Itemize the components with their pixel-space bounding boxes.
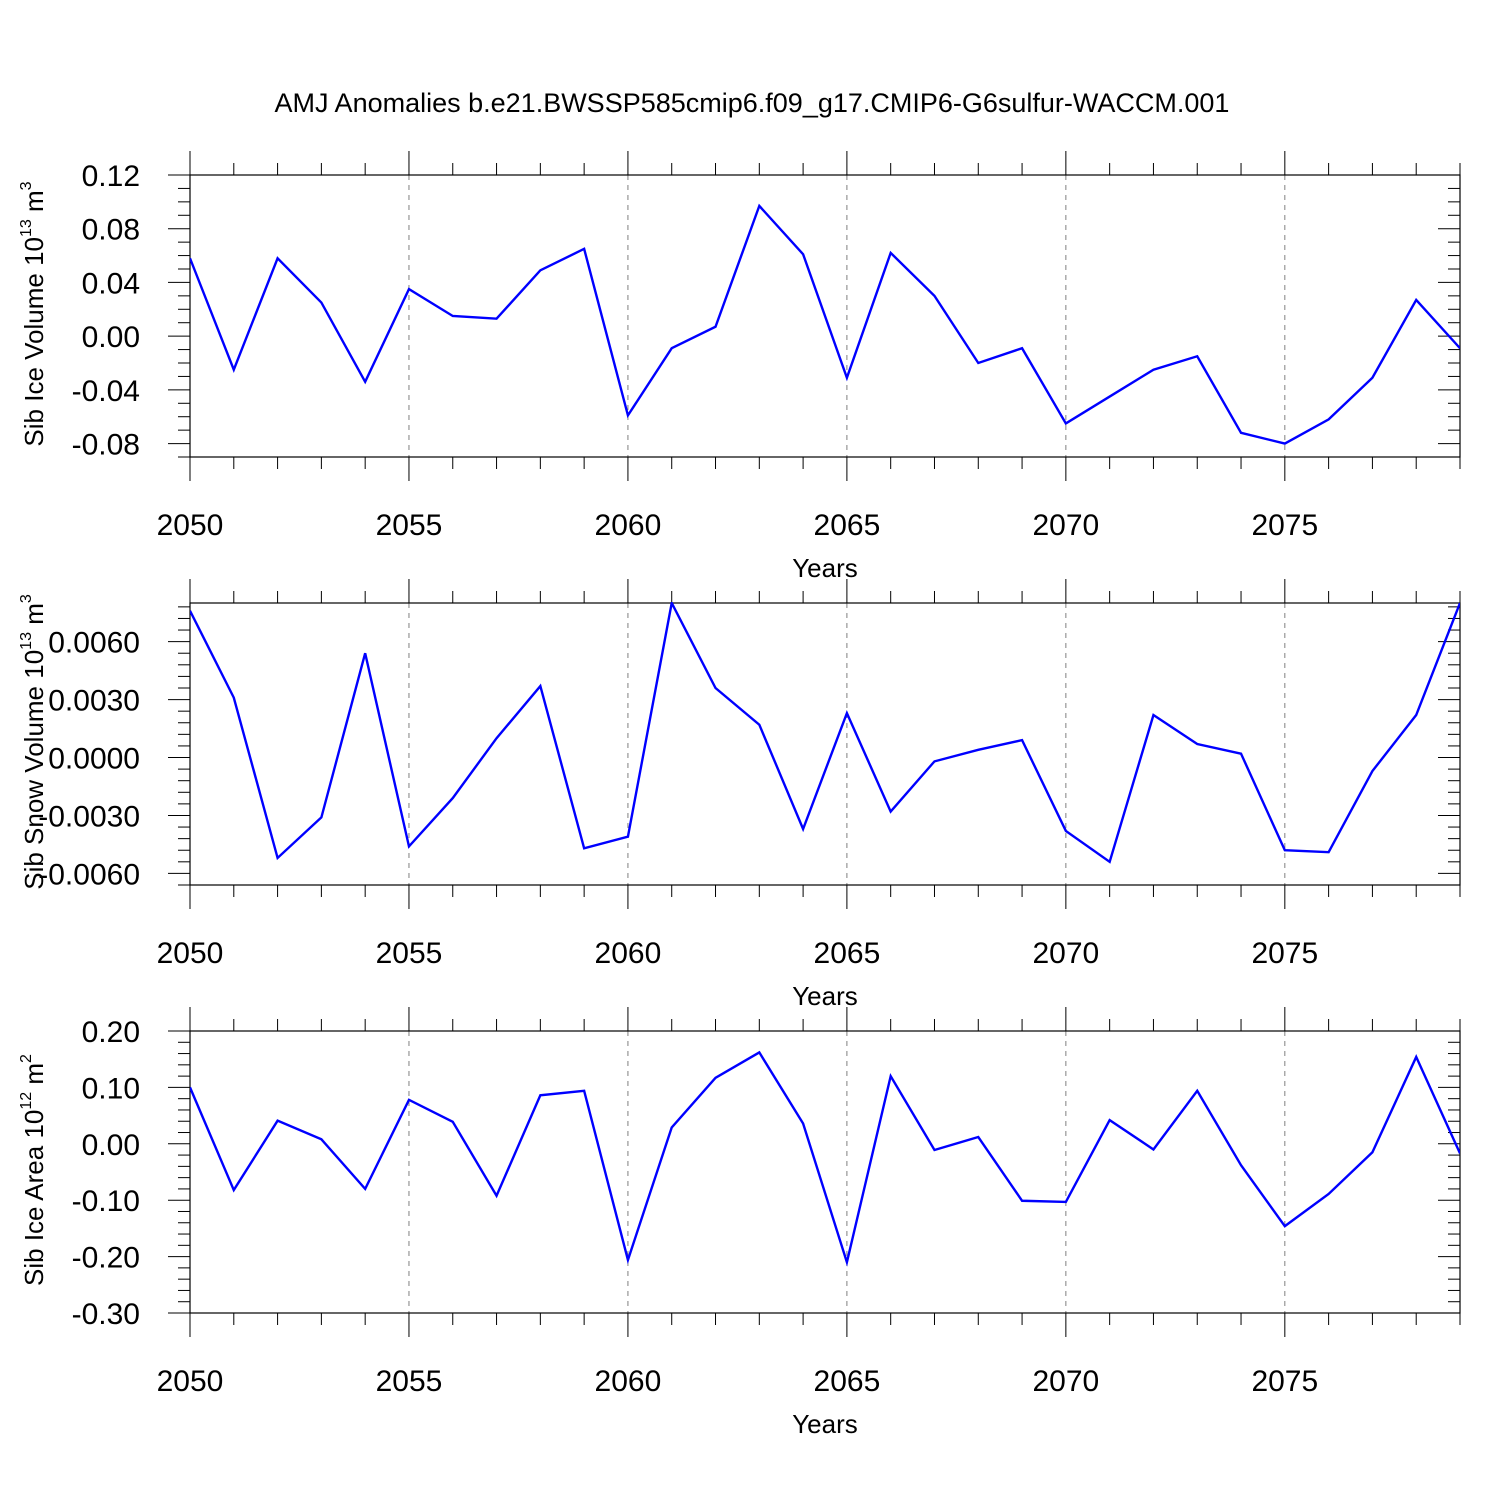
plot-frame: [189, 602, 1461, 886]
y-tick-label: 0.20: [82, 1016, 140, 1049]
figure-title: AMJ Anomalies b.e21.BWSSP585cmip6.f09_g1…: [275, 88, 1230, 118]
y-tick-label: 0.12: [82, 160, 140, 193]
y-tick-label: -0.20: [72, 1242, 140, 1275]
x-tick-label: 2065: [814, 937, 881, 970]
series-line: [190, 203, 1460, 445]
y-axis-title: Sib Snow Volume 1013 m3: [18, 594, 49, 890]
x-tick-label: 2070: [1032, 509, 1099, 542]
y-tick-label: 0.04: [82, 267, 140, 300]
series-line: [190, 602, 1460, 864]
x-tick-label: 2065: [814, 1365, 881, 1398]
y-tick-label: -0.08: [72, 429, 140, 462]
x-tick-label: 2060: [595, 937, 662, 970]
x-tick-label: 2070: [1032, 1365, 1099, 1398]
x-tick-label: 2050: [157, 1365, 224, 1398]
y-axis-title: Sib Ice Area 1012 m2: [18, 1054, 49, 1286]
x-tick-label: 2055: [376, 509, 443, 542]
y-axis-title: Sib Ice Volume 1013 m3: [18, 181, 49, 446]
y-tick-label: -0.0060: [38, 858, 140, 891]
y-tick-label: 0.0030: [48, 685, 140, 718]
y-tick-label: 0.00: [82, 1129, 140, 1162]
x-tick-label: 2060: [595, 509, 662, 542]
x-tick-label: 2075: [1251, 1365, 1318, 1398]
x-axis-title: Years: [792, 981, 858, 1011]
x-axis-title: Years: [792, 553, 858, 583]
x-tick-label: 2065: [814, 509, 881, 542]
y-tick-label: 0.10: [82, 1072, 140, 1105]
x-tick-label: 2075: [1251, 509, 1318, 542]
plot-frame: [189, 1030, 1461, 1314]
x-tick-label: 2055: [376, 937, 443, 970]
y-tick-label: -0.30: [72, 1298, 140, 1331]
x-tick-label: 2060: [595, 1365, 662, 1398]
panel-2: -0.0060 -0.0030 0.0000 0.0030 0.0060 2050 2055…: [18, 579, 1461, 1011]
x-tick-label: 2050: [157, 509, 224, 542]
series-line: [190, 1050, 1460, 1267]
x-tick-label: 2055: [376, 1365, 443, 1398]
y-tick-label: 0.08: [82, 214, 140, 247]
y-tick-label: -0.04: [72, 375, 140, 408]
x-axis-title: Years: [792, 1409, 858, 1439]
panel-1: -0.08 -0.04 0.00 0.04 0.08 0.12 2050 2055 2060 20…: [18, 151, 1461, 583]
x-tick-label: 2050: [157, 937, 224, 970]
y-tick-label: -0.10: [72, 1185, 140, 1218]
y-tick-label: -0.0030: [38, 800, 140, 833]
panels: -0.08 -0.04 0.00 0.04 0.08 0.12 2050 2055 2060 20…: [18, 151, 1461, 1439]
y-tick-label: 0.0060: [48, 627, 140, 660]
y-tick-label: 0.0000: [48, 743, 140, 776]
x-tick-label: 2070: [1032, 937, 1099, 970]
x-tick-label: 2075: [1251, 937, 1318, 970]
y-tick-label: 0.00: [82, 321, 140, 354]
panel-3: -0.30 -0.20 -0.10 0.00 0.10 0.20 2050 2055 2060 2…: [18, 1007, 1461, 1439]
plot-frame: [189, 174, 1461, 458]
